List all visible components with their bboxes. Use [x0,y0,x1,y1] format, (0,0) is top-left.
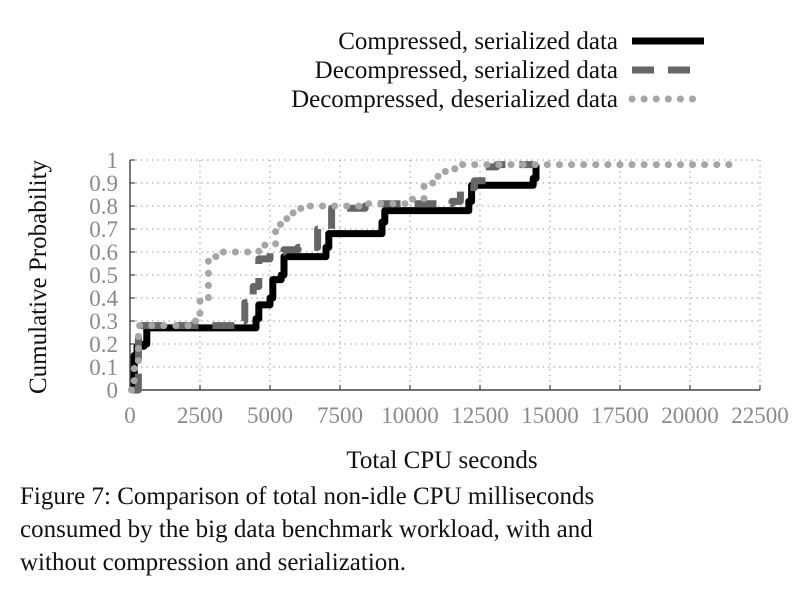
x-tick-label: 20000 [661,403,719,428]
caption-line-3: without compression and serialization. [20,549,407,576]
y-tick-label: 0.2 [89,332,118,357]
series-line-1 [130,164,540,394]
x-tick-label: 2500 [177,403,223,428]
x-tick-label: 5000 [247,403,293,428]
y-tick-label: 0.5 [89,263,118,288]
y-tick-label: 0.8 [89,194,118,219]
y-tick-label: 0.3 [89,309,118,334]
caption-line-2: consumed by the big data benchmark workl… [20,516,593,543]
figure-caption: Figure 7: Comparison of total non-idle C… [20,480,770,579]
legend-label-3: Decompressed, deserialized data [291,86,618,113]
chart-grid [130,159,761,390]
x-tick-label: 10000 [381,403,439,428]
y-tick-label: 1 [107,148,119,173]
x-tick-label: 12500 [451,403,509,428]
x-tick-label: 15000 [521,403,579,428]
legend-label-1: Compressed, serialized data [338,28,618,55]
y-tick-label: 0.7 [89,217,118,242]
legend: Compressed, serialized dataDecompressed,… [291,28,708,113]
y-tick-label: 0 [107,378,119,403]
tick-labels: 0 2500 5000 7500 10000 12500 15000 17500 20000 22… [89,148,789,428]
x-axis-label: Total CPU seconds [346,447,537,474]
legend-label-2: Decompressed, serialized data [315,57,618,84]
x-tick-label: 7500 [317,403,363,428]
x-tick-label: 17500 [591,403,649,428]
series-layer [127,161,742,394]
y-tick-label: 0.9 [89,171,118,196]
y-tick-label: 0.1 [89,355,118,380]
cdf-chart: Compressed, serialized dataDecompressed,… [25,28,789,474]
x-tick-label: 0 [124,403,136,428]
x-tick-label: 22500 [731,403,789,428]
series-line-2 [132,161,534,394]
caption-line-1: Figure 7: Comparison of total non-idle C… [20,483,595,510]
y-axis-label: Cumulative Probability [25,159,52,394]
y-tick-label: 0.4 [89,286,118,311]
y-tick-label: 0.6 [89,240,118,265]
series-line-3 [127,161,742,394]
